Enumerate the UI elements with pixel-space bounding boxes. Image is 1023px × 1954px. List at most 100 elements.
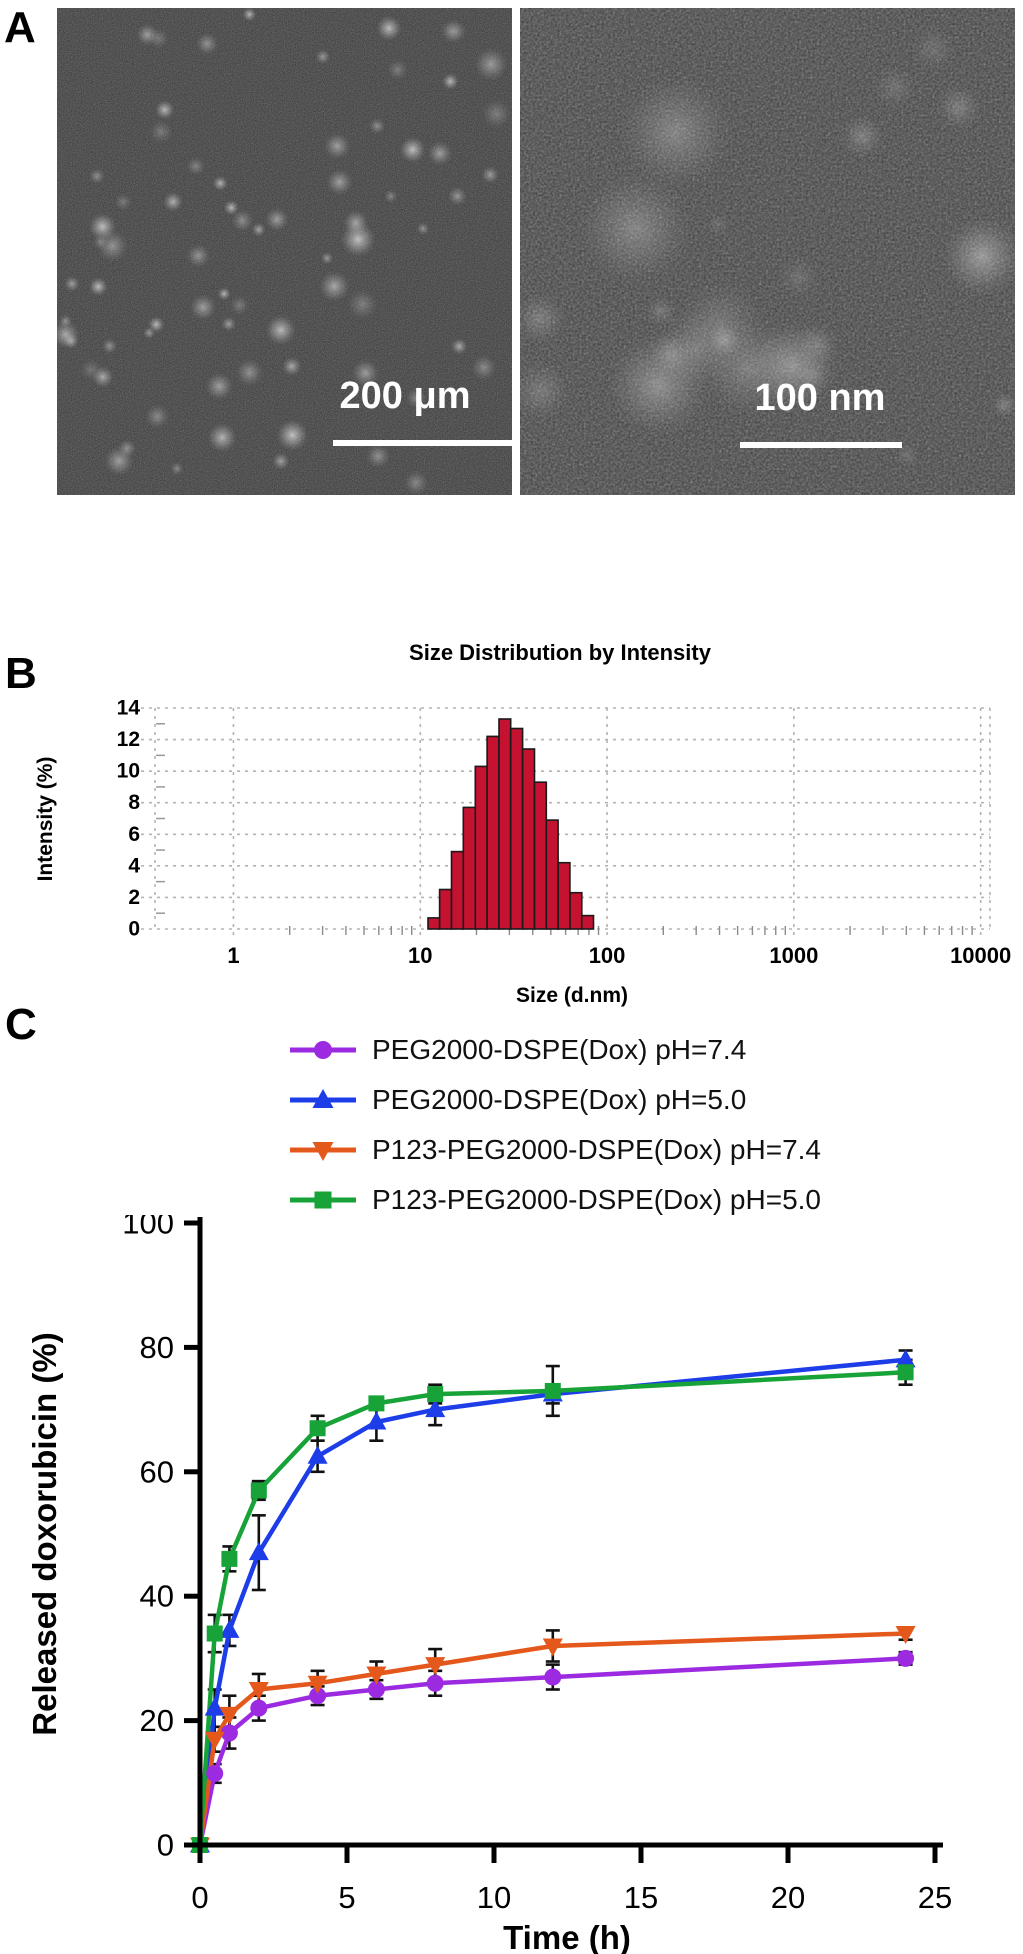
data-point bbox=[204, 1697, 225, 1716]
data-point bbox=[309, 1420, 326, 1437]
data-point bbox=[248, 1542, 269, 1561]
y-tick-label: 12 bbox=[117, 728, 140, 751]
y-tick-label: 60 bbox=[140, 1454, 174, 1489]
data-point bbox=[544, 1382, 561, 1399]
series-line-3 bbox=[197, 1370, 908, 1848]
data-point bbox=[314, 1191, 332, 1209]
series-markers bbox=[190, 1349, 916, 1856]
error-bars bbox=[207, 1349, 913, 1785]
chart-legend: PEG2000-DSPE(Dox) pH=7.4 PEG2000-DSPE(Dox… bbox=[288, 1025, 821, 1225]
histogram-bars bbox=[427, 718, 595, 930]
histogram-bar bbox=[427, 917, 441, 930]
data-point bbox=[366, 1666, 387, 1685]
series-line-1 bbox=[197, 1357, 908, 1848]
data-point bbox=[425, 1399, 446, 1418]
y-tick-label: 10 bbox=[117, 760, 140, 783]
histogram-bar bbox=[580, 914, 595, 930]
histogram-bar bbox=[533, 781, 548, 930]
y-tick-label: 14 bbox=[117, 697, 141, 720]
histogram-bar bbox=[509, 727, 524, 930]
data-point bbox=[366, 1411, 387, 1430]
x-tick-label: 25 bbox=[918, 1880, 952, 1915]
data-point bbox=[220, 1724, 238, 1742]
x-tick-label: 10 bbox=[408, 943, 432, 968]
histogram-bar bbox=[557, 861, 571, 930]
histogram-bar bbox=[545, 819, 559, 930]
x-axis-title: Size (d.nm) bbox=[516, 984, 628, 1007]
legend-label: PEG2000-DSPE(Dox) pH=7.4 bbox=[372, 1034, 747, 1065]
legend-label: P123-PEG2000-DSPE(Dox) pH=5.0 bbox=[372, 1184, 821, 1215]
drug-release-chart: 0 20 40 60 80 100 0 5 10 15 20 25 Released doxorubi… bbox=[26, 1215, 952, 1954]
y-tick-label: 4 bbox=[128, 854, 140, 877]
histogram-bar bbox=[521, 748, 536, 930]
data-point bbox=[312, 1089, 334, 1108]
histogram-bar bbox=[438, 888, 453, 930]
y-tick-label: 80 bbox=[140, 1330, 174, 1365]
data-point bbox=[544, 1668, 562, 1686]
legend-marker-triangle-up-icon bbox=[290, 1089, 356, 1108]
data-point bbox=[219, 1706, 240, 1725]
tick-labels: 0 2 4 6 8 10 12 14 1 10 100 1000 10000 bbox=[117, 697, 1012, 969]
y-tick-label: 20 bbox=[140, 1703, 174, 1738]
film-grain-overlay bbox=[57, 8, 512, 495]
histogram-bar bbox=[462, 806, 477, 930]
y-tick-label: 100 bbox=[122, 1215, 174, 1241]
legend-label: PEG2000-DSPE(Dox) pH=5.0 bbox=[372, 1084, 747, 1115]
data-point bbox=[542, 1638, 563, 1657]
data-point bbox=[206, 1764, 224, 1782]
histogram-bar bbox=[486, 735, 500, 930]
sem-micrograph: 200 μm bbox=[57, 8, 512, 495]
legend-item-3: P123-PEG2000-DSPE(Dox) pH=5.0 bbox=[288, 1175, 821, 1225]
histogram-bar bbox=[569, 891, 583, 930]
data-point bbox=[307, 1675, 328, 1694]
x-tick-label: 1000 bbox=[769, 943, 818, 968]
tick-labels: 0 20 40 60 80 100 0 5 10 15 20 25 bbox=[122, 1215, 952, 1915]
size-distribution-chart: 0 2 4 6 8 10 12 14 1 10 100 1000 10000 Size Distribu… bbox=[34, 640, 1012, 1007]
x-tick-label: 5 bbox=[338, 1880, 355, 1915]
chart-title: Size Distribution by Intensity bbox=[409, 640, 712, 665]
data-point bbox=[426, 1674, 444, 1692]
data-point bbox=[368, 1395, 385, 1412]
data-point bbox=[312, 1142, 334, 1161]
panel-c-label: C bbox=[5, 1000, 37, 1049]
data-point bbox=[897, 1649, 915, 1667]
axes bbox=[184, 1217, 943, 1863]
x-axis-title: Time (h) bbox=[503, 1919, 631, 1954]
data-point bbox=[206, 1625, 223, 1642]
series-lines bbox=[197, 1357, 908, 1848]
y-axis-title: Released doxorubicin (%) bbox=[26, 1332, 63, 1735]
data-point bbox=[897, 1364, 914, 1381]
data-point bbox=[427, 1386, 444, 1403]
y-tick-label: 8 bbox=[128, 791, 140, 814]
y-tick-label: 6 bbox=[128, 823, 140, 846]
data-point bbox=[250, 1699, 268, 1717]
data-point bbox=[425, 1657, 446, 1676]
x-tick-label: 1 bbox=[227, 943, 239, 968]
data-point bbox=[895, 1626, 916, 1645]
data-point bbox=[314, 1041, 332, 1059]
x-tick-label: 10 bbox=[477, 1880, 511, 1915]
tem-micrograph: 100 nm bbox=[520, 8, 1015, 495]
data-point bbox=[221, 1550, 238, 1567]
panel-b: B 0 2 4 6 8 10 12 14 1 10 100 1000 10000 Size Distri… bbox=[0, 620, 1023, 1020]
data-point bbox=[895, 1349, 916, 1368]
legend-marker-triangle-down-icon bbox=[290, 1142, 356, 1161]
x-tick-label: 20 bbox=[771, 1880, 805, 1915]
x-tick-label: 0 bbox=[191, 1880, 208, 1915]
scale-bar bbox=[333, 440, 512, 446]
legend-item-0: PEG2000-DSPE(Dox) pH=7.4 bbox=[288, 1025, 821, 1075]
scale-bar bbox=[740, 442, 902, 448]
legend-marker-circle-icon bbox=[290, 1041, 356, 1059]
panel-a-label: A bbox=[4, 3, 36, 52]
data-point bbox=[219, 1619, 240, 1638]
film-grain-overlay bbox=[520, 8, 1015, 495]
legend-label: P123-PEG2000-DSPE(Dox) pH=7.4 bbox=[372, 1134, 821, 1165]
panel-a: A 200 μm 100 nm bbox=[0, 0, 1023, 500]
y-tick-label: 40 bbox=[140, 1579, 174, 1614]
y-tick-label: 0 bbox=[128, 918, 140, 941]
x-tick-label: 10000 bbox=[950, 943, 1011, 968]
data-point bbox=[204, 1731, 225, 1750]
data-point bbox=[367, 1681, 385, 1698]
y-tick-label: 2 bbox=[128, 886, 140, 909]
data-point bbox=[307, 1445, 328, 1464]
